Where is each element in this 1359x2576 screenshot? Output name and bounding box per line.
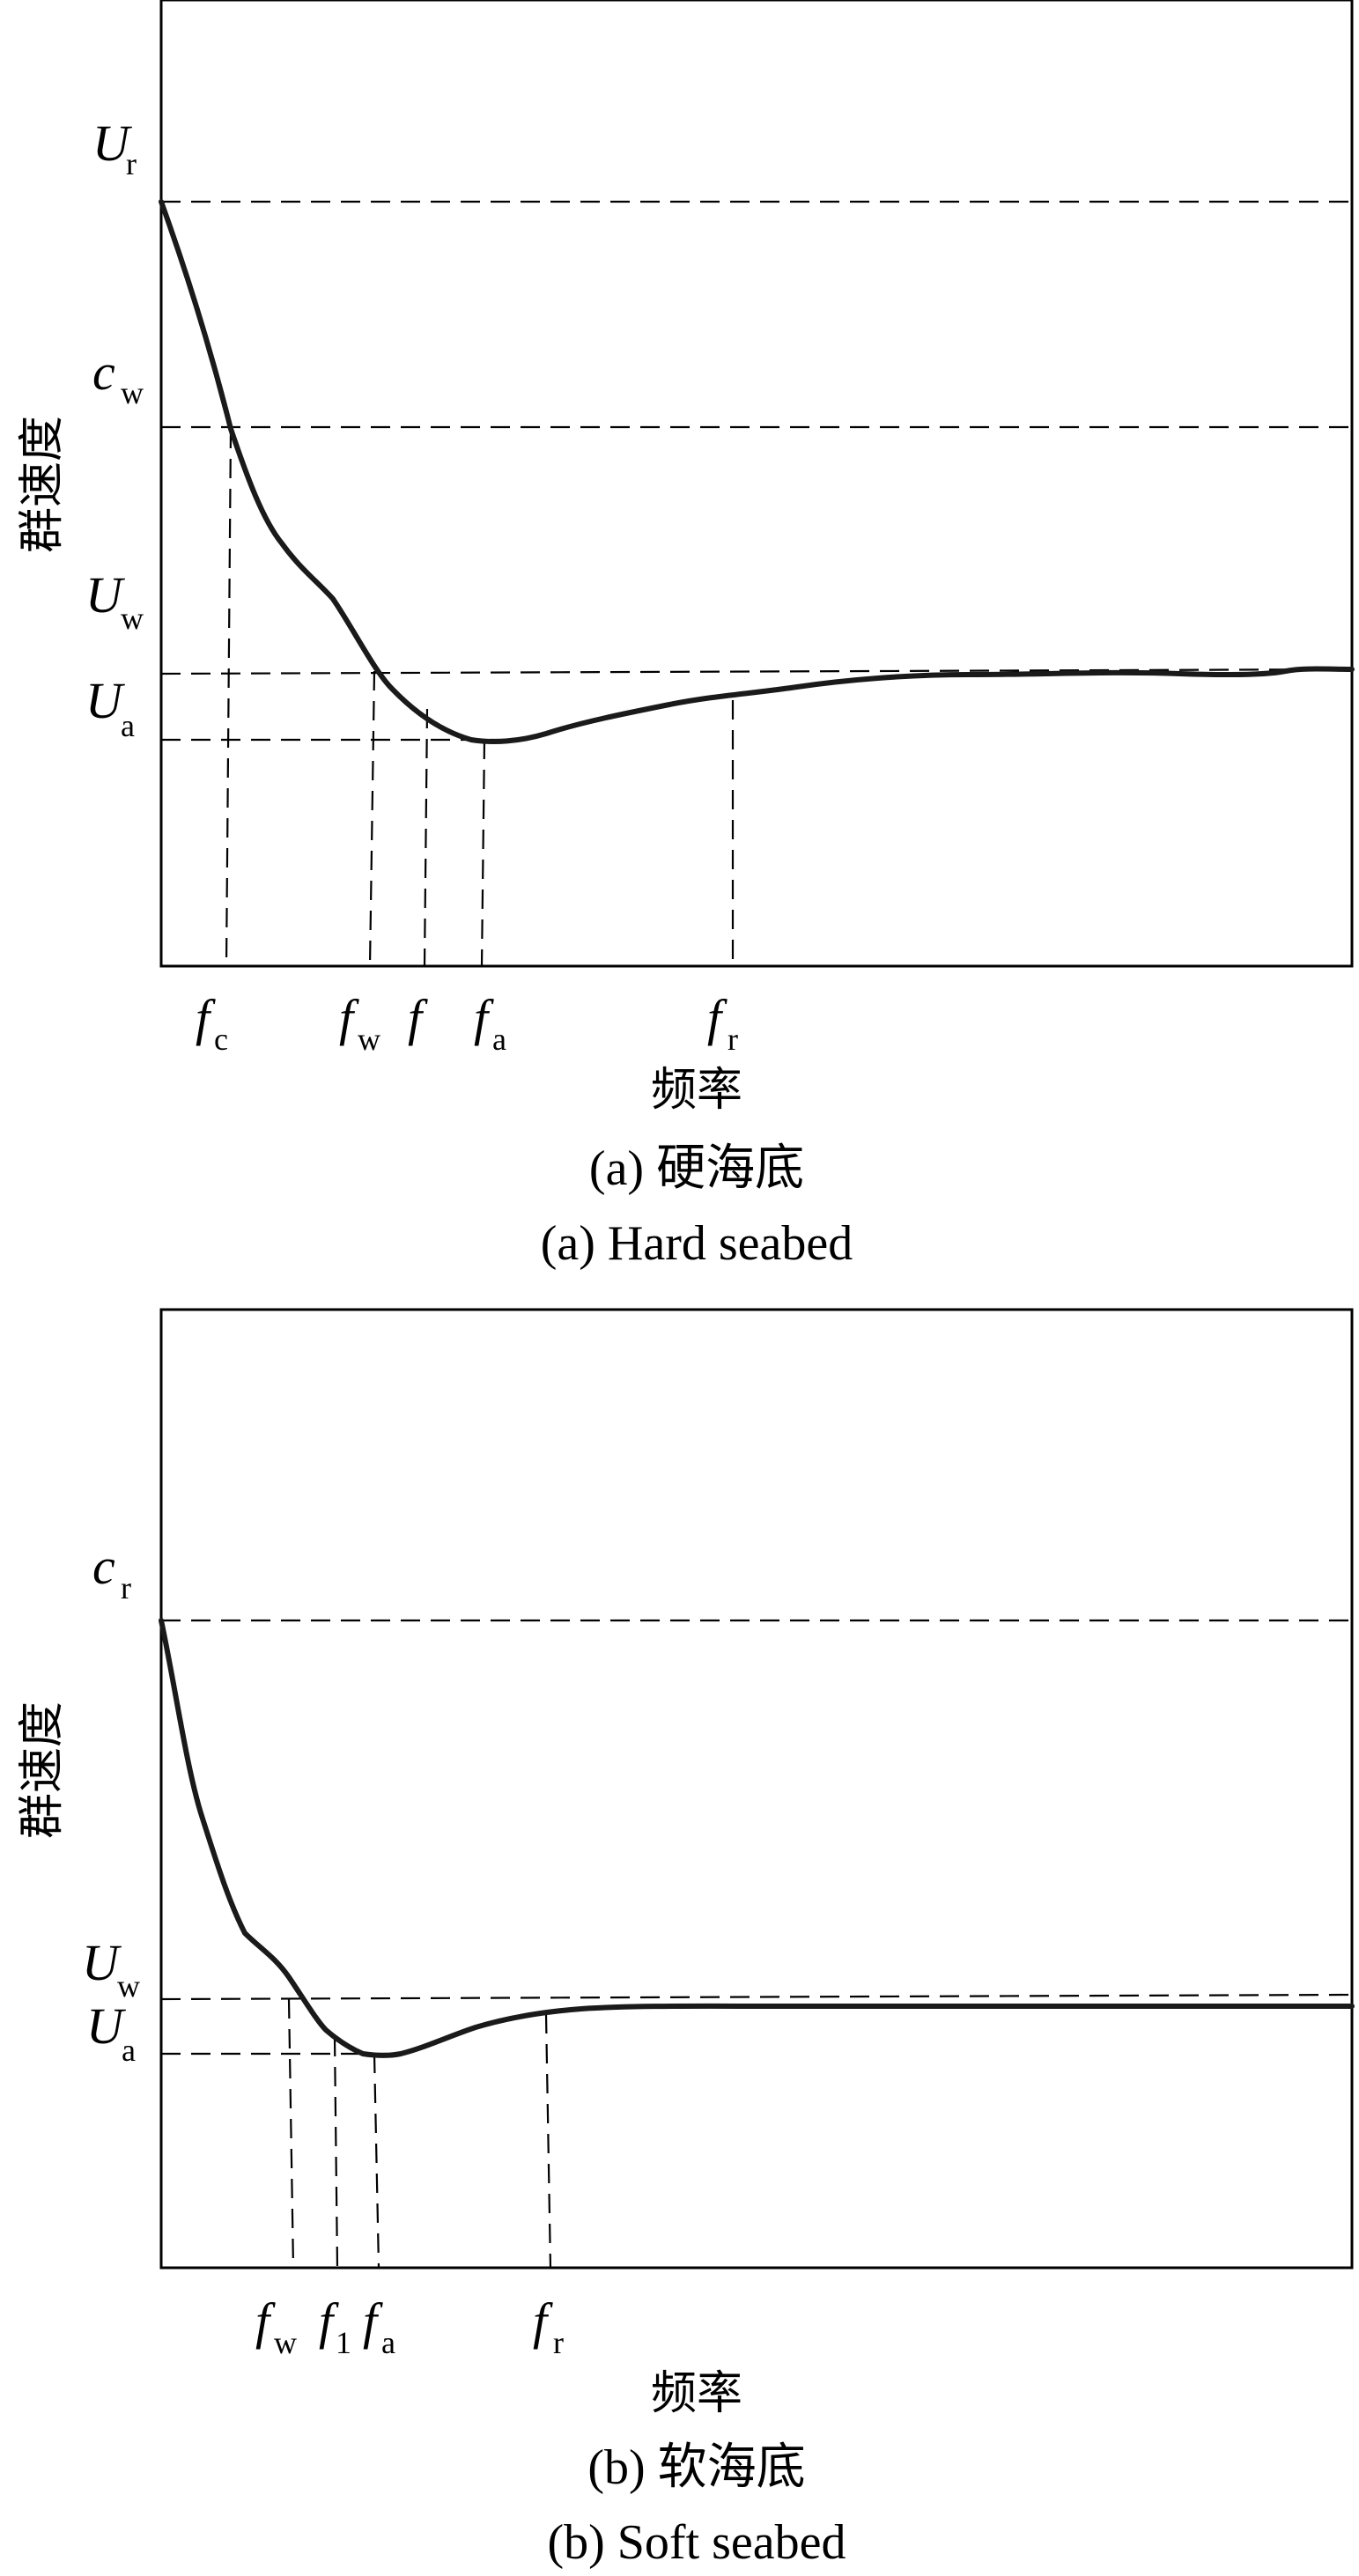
xmarker-fc-main: f bbox=[196, 989, 216, 1046]
xmarker-fr-b: f r bbox=[533, 2292, 564, 2360]
ylevel-Ua-main: U bbox=[86, 1997, 127, 2055]
ylabel-b: 群速度 bbox=[16, 1701, 69, 1839]
ylevel-Uw-sub: w bbox=[121, 601, 144, 636]
xmarker-fr-main: f bbox=[533, 2292, 553, 2350]
xlabel-a: 频率 bbox=[651, 1064, 742, 1117]
guide-Uw-a bbox=[160, 668, 1353, 675]
xmarker-fa-sub: a bbox=[381, 2325, 395, 2360]
ylevel-Uw-a: U w bbox=[85, 566, 144, 636]
ylevel-Ur-sub: r bbox=[126, 146, 137, 181]
xlabel-b: 频率 bbox=[651, 2367, 742, 2420]
drop-fc-a bbox=[225, 428, 233, 967]
caption-en-b: (b) Soft seabed bbox=[547, 2515, 846, 2570]
caption-cn-b: (b) 软海底 bbox=[587, 2440, 805, 2495]
panel-a: 群速度 U r c w U w U a f bbox=[16, 0, 1355, 1271]
xmarker-fa-sub: a bbox=[492, 1022, 506, 1057]
series-group-velocity-a bbox=[159, 199, 1355, 744]
drop-fa-b bbox=[373, 2053, 380, 2269]
ylevel-Uw-b: U w bbox=[82, 1934, 140, 2004]
xmarker-fr-sub: r bbox=[553, 2325, 564, 2360]
plot-frame-b bbox=[159, 1308, 1354, 2270]
xmarker-fw-main: f bbox=[255, 2292, 276, 2350]
ylevel-Ur-main: U bbox=[92, 114, 133, 172]
xmarker-fa-main: f bbox=[474, 989, 494, 1046]
xmarker-fc-sub: c bbox=[214, 1022, 228, 1057]
ylevel-cr-sub: r bbox=[121, 1570, 131, 1605]
plot-frame-a bbox=[159, 0, 1354, 968]
ylevel-Uw-main: U bbox=[82, 1934, 122, 1991]
drop-fa-a bbox=[480, 739, 486, 967]
caption-en-a: (a) Hard seabed bbox=[541, 1216, 853, 1271]
drop-fw-a bbox=[368, 670, 376, 967]
xmarker-fw-sub: w bbox=[358, 1022, 380, 1057]
drop-f-a bbox=[423, 708, 429, 967]
panel-b: 群速度 c r U w U a f w f 1 bbox=[16, 1308, 1355, 2570]
xmarker-fr-sub: r bbox=[728, 1022, 738, 1057]
drop-fr-b bbox=[544, 2013, 552, 2269]
ylevel-Ur-a: U r bbox=[92, 114, 137, 181]
xmarker-f-main: f bbox=[408, 989, 428, 1046]
guide-Uw-b bbox=[160, 1993, 1353, 2001]
xmarker-fc-a: f c bbox=[196, 989, 228, 1057]
ylevel-Ua-sub: a bbox=[122, 2033, 136, 2068]
ylevel-cw-a: c w bbox=[92, 343, 144, 410]
ylevel-cr-main: c bbox=[92, 1538, 115, 1595]
ylevel-cw-main: c bbox=[92, 343, 115, 401]
ylevel-cr-b: c r bbox=[92, 1538, 131, 1605]
xmarker-f1-sub: 1 bbox=[336, 2325, 351, 2360]
ylevel-Ua-a: U a bbox=[85, 672, 135, 743]
xmarker-fa-b: f a bbox=[363, 2292, 395, 2360]
ylevel-cw-sub: w bbox=[121, 375, 144, 410]
xmarker-fa-a: f a bbox=[474, 989, 506, 1057]
series-group-velocity-b bbox=[159, 1618, 1355, 2058]
ylabel-a: 群速度 bbox=[16, 416, 69, 553]
xmarker-fa-main: f bbox=[363, 2292, 383, 2350]
xmarker-fw-a: f w bbox=[339, 989, 380, 1057]
drop-f1-b bbox=[333, 2036, 339, 2269]
ylevel-Ua-b: U a bbox=[86, 1997, 136, 2068]
ylevel-Ua-main: U bbox=[85, 672, 126, 729]
drop-fw-b bbox=[287, 1998, 295, 2269]
xmarker-fr-a: f r bbox=[707, 989, 738, 1057]
ylevel-Ua-sub: a bbox=[121, 708, 135, 743]
xmarker-fw-main: f bbox=[339, 989, 359, 1046]
xmarker-f1-b: f 1 bbox=[319, 2292, 351, 2360]
caption-cn-a: (a) 硬海底 bbox=[589, 1141, 804, 1196]
xmarker-fw-sub: w bbox=[274, 2325, 297, 2360]
ylevel-Uw-main: U bbox=[85, 566, 126, 624]
xmarker-fw-b: f w bbox=[255, 2292, 297, 2360]
xmarker-fr-main: f bbox=[707, 989, 728, 1046]
xmarker-f-a: f bbox=[408, 989, 428, 1046]
ylevel-Uw-sub: w bbox=[117, 1968, 140, 2004]
